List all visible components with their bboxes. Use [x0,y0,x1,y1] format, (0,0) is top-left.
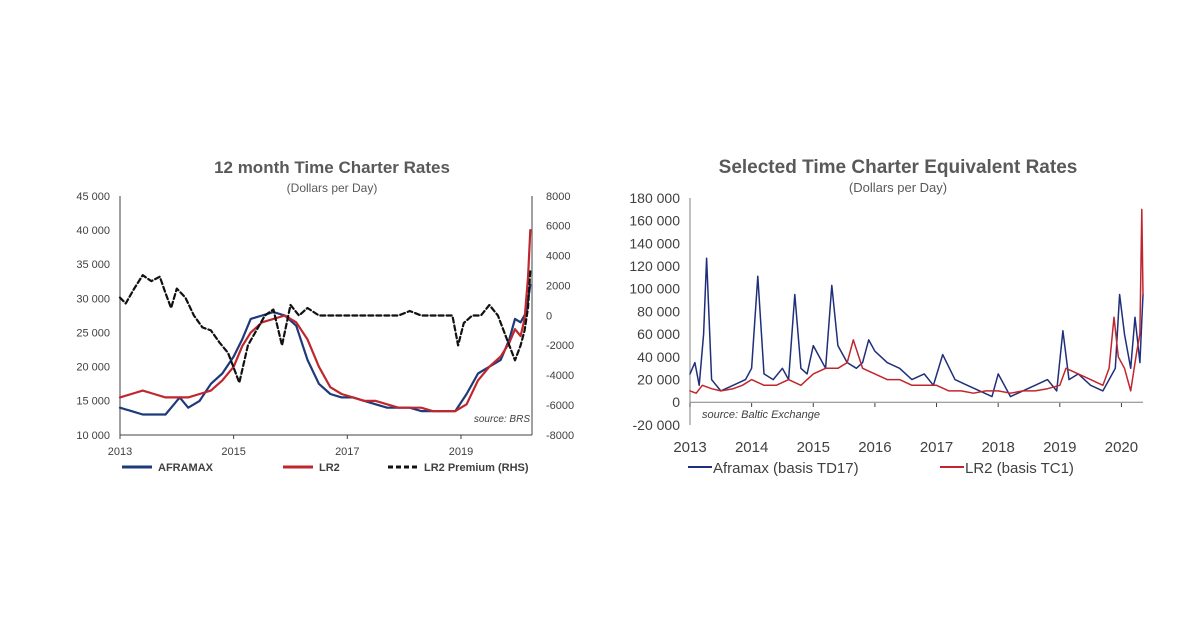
y-tick-label: 0 [672,394,680,410]
y-tick-label: -20 000 [633,417,681,433]
chart-2-plot: -20 000 0 20 000 40 000 60 000 80 000 100 000 1… [629,190,1144,456]
series-line-lr2 [118,229,532,413]
series-line-aframax [118,283,532,416]
y-tick-label: 60 000 [637,326,680,342]
chart-2-source: source: Baltic Exchange [702,409,820,421]
legend-label-aframax-td17: Aframax (basis TD17) [713,460,859,477]
y-tick-label: 35 000 [76,259,110,271]
legend-label-lr2: LR2 [319,462,340,474]
y-tick-label: 80 000 [637,303,680,319]
x-tick-label: 2015 [221,446,245,458]
y-tick-label: 40 000 [637,349,680,365]
y2-tick-label: 8000 [546,191,570,203]
chart-1-subtitle: (Dollars per Day) [287,181,378,195]
x-tick-label: 2016 [858,439,891,456]
y-tick-label: 20 000 [76,362,110,374]
y-tick-label: 45 000 [76,191,110,203]
y2-tick-label: 0 [546,310,552,322]
y2-tick-label: 4000 [546,251,570,263]
y2-tick-label: 6000 [546,221,570,233]
x-tick-label: 2019 [1043,439,1076,456]
x-tick-label: 2014 [735,439,768,456]
x-tick-label: 2017 [335,446,359,458]
y-tick-label: 160 000 [629,213,680,229]
chart-2-subtitle: (Dollars per Day) [849,180,947,195]
y2-tick-label: -2000 [546,340,574,352]
y-tick-label: 10 000 [76,430,110,442]
y2-tick-label: -8000 [546,430,574,442]
chart-1-source: source: BRS [474,414,530,425]
series-line-lr2-basis-tc1 [689,208,1144,394]
y2-tick-label: 2000 [546,280,570,292]
chart-1-legend: AFRAMAX LR2 LR2 Premium (RHS) [122,462,529,474]
chart-1: 12 month Time Charter Rates (Dollars per… [76,158,574,474]
x-tick-label: 2013 [108,446,132,458]
legend-label-lr2-premium: LR2 Premium (RHS) [424,462,529,474]
x-tick-label: 2015 [797,439,830,456]
legend-label-lr2-tc1: LR2 (basis TC1) [965,460,1074,477]
x-tick-label: 2017 [920,439,953,456]
x-tick-label: 2013 [673,439,706,456]
y2-tick-label: -4000 [546,370,574,382]
series-line-lr2-premium-rhs [118,269,532,384]
y-tick-label: 140 000 [629,235,680,251]
y-tick-label: 120 000 [629,258,680,274]
y-tick-label: 25 000 [76,327,110,339]
y-tick-label: 100 000 [629,281,680,297]
y-tick-label: 180 000 [629,190,680,206]
x-tick-label: 2018 [981,439,1014,456]
chart-2-title: Selected Time Charter Equivalent Rates [719,157,1078,178]
y-tick-label: 30 000 [76,293,110,305]
series-line-aframax-basis-td17 [689,257,1144,398]
chart-1-title: 12 month Time Charter Rates [214,158,450,177]
x-tick-label: 2020 [1105,439,1138,456]
chart-2: Selected Time Charter Equivalent Rates (… [629,157,1144,477]
y-tick-label: 15 000 [76,396,110,408]
x-tick-label: 2019 [449,446,473,458]
legend-label-aframax: AFRAMAX [158,462,214,474]
chart-1-plot: 10 000 15 000 20 000 25 000 30 000 35 000 40 0… [76,191,574,458]
y-tick-label: 40 000 [76,225,110,237]
y-tick-label: 20 000 [637,372,680,388]
chart-2-legend: Aframax (basis TD17) LR2 (basis TC1) [688,460,1074,477]
y2-tick-label: -6000 [546,400,574,412]
